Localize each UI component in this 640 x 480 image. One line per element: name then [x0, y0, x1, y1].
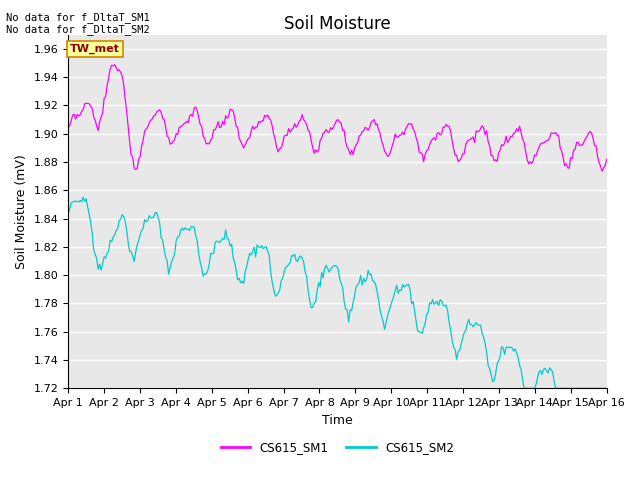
- CS615_SM2: [603, 385, 611, 391]
- CS615_SM1: [598, 168, 606, 174]
- CS615_SM1: [132, 167, 140, 172]
- Title: Soil Moisture: Soil Moisture: [284, 15, 391, 33]
- CS615_SM2: [244, 257, 252, 263]
- CS615_SM2: [520, 385, 528, 391]
- CS615_SM2: [253, 242, 261, 248]
- CS615_SM1: [253, 124, 261, 130]
- CS615_SM1: [111, 62, 118, 68]
- Text: TW_met: TW_met: [70, 44, 120, 54]
- CS615_SM2: [79, 194, 87, 200]
- Line: CS615_SM2: CS615_SM2: [68, 197, 607, 388]
- CS615_SM1: [574, 140, 582, 145]
- Y-axis label: Soil Moisture (mV): Soil Moisture (mV): [15, 154, 28, 269]
- CS615_SM1: [64, 124, 72, 130]
- CS615_SM1: [603, 156, 611, 162]
- Legend: CS615_SM1, CS615_SM2: CS615_SM1, CS615_SM2: [216, 437, 459, 459]
- CS615_SM1: [227, 106, 234, 112]
- CS615_SM2: [576, 385, 584, 391]
- X-axis label: Time: Time: [322, 414, 353, 427]
- Text: No data for f_DltaT_SM1
No data for f_DltaT_SM2: No data for f_DltaT_SM1 No data for f_Dl…: [6, 12, 150, 36]
- CS615_SM2: [132, 249, 140, 255]
- CS615_SM2: [64, 211, 72, 216]
- CS615_SM1: [244, 136, 252, 142]
- CS615_SM2: [301, 269, 309, 275]
- CS615_SM1: [301, 119, 309, 125]
- Line: CS615_SM1: CS615_SM1: [68, 65, 607, 171]
- CS615_SM2: [227, 243, 234, 249]
